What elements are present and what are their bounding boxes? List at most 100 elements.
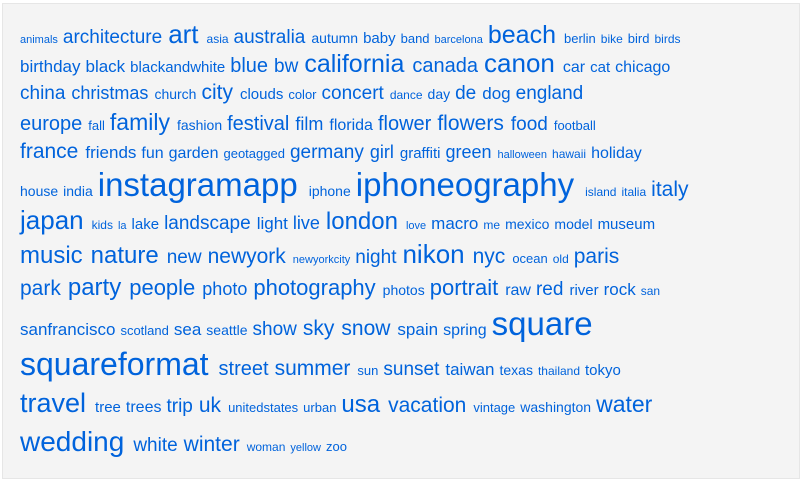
tag-link-portrait[interactable]: portrait — [429, 275, 499, 300]
tag-link-taiwan[interactable]: taiwan — [445, 360, 495, 379]
tag-link-dance[interactable]: dance — [389, 88, 423, 102]
tag-link-birds[interactable]: birds — [654, 32, 681, 46]
tag-link-india[interactable]: india — [63, 183, 93, 199]
tag-link-snow[interactable]: snow — [341, 317, 391, 340]
tag-link-square[interactable]: square — [491, 305, 593, 342]
tag-link-color[interactable]: color — [288, 87, 317, 102]
tag-link-texas[interactable]: texas — [499, 362, 533, 378]
tag-link-white[interactable]: white — [133, 435, 178, 456]
tag-link-california[interactable]: california — [304, 50, 405, 78]
tag-link-house[interactable]: house — [20, 183, 59, 199]
tag-link-la[interactable]: la — [117, 220, 127, 232]
tag-link-hawaii[interactable]: hawaii — [552, 147, 587, 161]
tag-link-mexico[interactable]: mexico — [505, 216, 550, 232]
tag-link-seattle[interactable]: seattle — [206, 322, 248, 338]
tag-link-holiday[interactable]: holiday — [591, 145, 642, 162]
tag-link-sea[interactable]: sea — [173, 320, 202, 339]
tag-link-iphone[interactable]: iphone — [308, 183, 351, 199]
tag-link-zoo[interactable]: zoo — [325, 439, 347, 454]
tag-link-people[interactable]: people — [129, 275, 196, 300]
tag-link-clouds[interactable]: clouds — [239, 86, 284, 103]
tag-link-light[interactable]: light — [256, 214, 288, 233]
tag-link-fashion[interactable]: fashion — [176, 117, 223, 133]
tag-link-spring[interactable]: spring — [443, 322, 487, 339]
tag-link-australia[interactable]: australia — [233, 27, 306, 48]
tag-link-nyc[interactable]: nyc — [472, 245, 506, 268]
tag-link-football[interactable]: football — [553, 118, 596, 133]
tag-link-san[interactable]: san — [640, 284, 661, 298]
tag-link-chicago[interactable]: chicago — [615, 59, 671, 76]
tag-link-london[interactable]: london — [325, 208, 398, 235]
tag-link-flower[interactable]: flower — [377, 113, 432, 135]
tag-link-garden[interactable]: garden — [168, 145, 219, 162]
tag-link-urban[interactable]: urban — [303, 400, 337, 415]
tag-link-wedding[interactable]: wedding — [20, 426, 125, 457]
tag-link-vacation[interactable]: vacation — [388, 394, 467, 417]
tag-link-cat[interactable]: cat — [590, 59, 611, 76]
tag-link-bw[interactable]: bw — [274, 56, 299, 77]
tag-link-newyorkcity[interactable]: newyorkcity — [292, 254, 351, 266]
tag-link-uk[interactable]: uk — [198, 394, 222, 417]
tag-link-france[interactable]: france — [20, 140, 79, 163]
tag-link-italy[interactable]: italy — [651, 178, 689, 201]
tag-link-birthday[interactable]: birthday — [20, 57, 81, 76]
tag-link-photos[interactable]: photos — [382, 282, 425, 298]
tag-link-girl[interactable]: girl — [369, 142, 394, 162]
tag-link-bird[interactable]: bird — [627, 31, 650, 46]
tag-link-spain[interactable]: spain — [397, 320, 439, 339]
tag-link-sunset[interactable]: sunset — [383, 359, 440, 380]
tag-link-nature[interactable]: nature — [90, 242, 159, 269]
tag-link-water[interactable]: water — [596, 391, 653, 417]
tag-link-sun[interactable]: sun — [357, 363, 379, 378]
tag-link-scotland[interactable]: scotland — [120, 323, 169, 338]
tag-link-italia[interactable]: italia — [621, 185, 647, 199]
tag-link-squareformat[interactable]: squareformat — [20, 346, 209, 382]
tag-link-sanfrancisco[interactable]: sanfrancisco — [20, 320, 116, 339]
tag-link-barcelona[interactable]: barcelona — [434, 34, 483, 46]
tag-link-unitedstates[interactable]: unitedstates — [228, 400, 299, 415]
tag-link-graffiti[interactable]: graffiti — [399, 145, 441, 162]
tag-link-architecture[interactable]: architecture — [62, 27, 163, 48]
tag-link-animals[interactable]: animals — [20, 34, 58, 46]
tag-link-beach[interactable]: beach — [487, 21, 556, 49]
tag-link-japan[interactable]: japan — [20, 205, 84, 235]
tag-link-baby[interactable]: baby — [363, 30, 396, 47]
tag-link-ocean[interactable]: ocean — [512, 251, 548, 266]
tag-link-flowers[interactable]: flowers — [437, 112, 504, 135]
tag-link-blue[interactable]: blue — [230, 55, 269, 77]
tag-link-photo[interactable]: photo — [202, 279, 248, 299]
tag-link-summer[interactable]: summer — [274, 357, 351, 380]
tag-link-asia[interactable]: asia — [206, 32, 229, 46]
tag-link-rock[interactable]: rock — [603, 280, 636, 299]
tag-link-city[interactable]: city — [201, 81, 233, 104]
tag-link-travel[interactable]: travel — [20, 388, 87, 418]
tag-link-berlin[interactable]: berlin — [563, 31, 596, 46]
tag-link-washington[interactable]: washington — [520, 399, 592, 415]
tag-link-nikon[interactable]: nikon — [402, 239, 465, 269]
tag-link-street[interactable]: street — [218, 358, 269, 380]
tag-link-old[interactable]: old — [552, 252, 569, 266]
tag-link-florida[interactable]: florida — [329, 117, 373, 134]
tag-link-de[interactable]: de — [455, 83, 477, 104]
tag-link-newyork[interactable]: newyork — [207, 245, 286, 268]
tag-link-canon[interactable]: canon — [484, 48, 555, 78]
tag-link-festival[interactable]: festival — [227, 113, 290, 135]
tag-link-iphoneography[interactable]: iphoneography — [355, 166, 575, 203]
tag-link-sky[interactable]: sky — [302, 317, 335, 340]
tag-link-england[interactable]: england — [515, 83, 584, 104]
tag-link-germany[interactable]: germany — [289, 142, 364, 163]
tag-link-thailand[interactable]: thailand — [537, 364, 581, 378]
tag-link-geotagged[interactable]: geotagged — [223, 146, 285, 161]
tag-link-raw[interactable]: raw — [505, 282, 531, 299]
tag-link-concert[interactable]: concert — [321, 83, 384, 104]
tag-link-new[interactable]: new — [166, 247, 202, 268]
tag-link-river[interactable]: river — [569, 282, 599, 299]
tag-link-museum[interactable]: museum — [597, 216, 656, 233]
tag-link-live[interactable]: live — [292, 213, 320, 233]
tag-link-blackandwhite[interactable]: blackandwhite — [130, 59, 226, 76]
tag-link-green[interactable]: green — [445, 142, 492, 162]
tag-link-family[interactable]: family — [109, 109, 170, 135]
tag-link-autumn[interactable]: autumn — [311, 30, 359, 46]
tag-link-red[interactable]: red — [535, 279, 564, 300]
tag-link-vintage[interactable]: vintage — [473, 400, 516, 415]
